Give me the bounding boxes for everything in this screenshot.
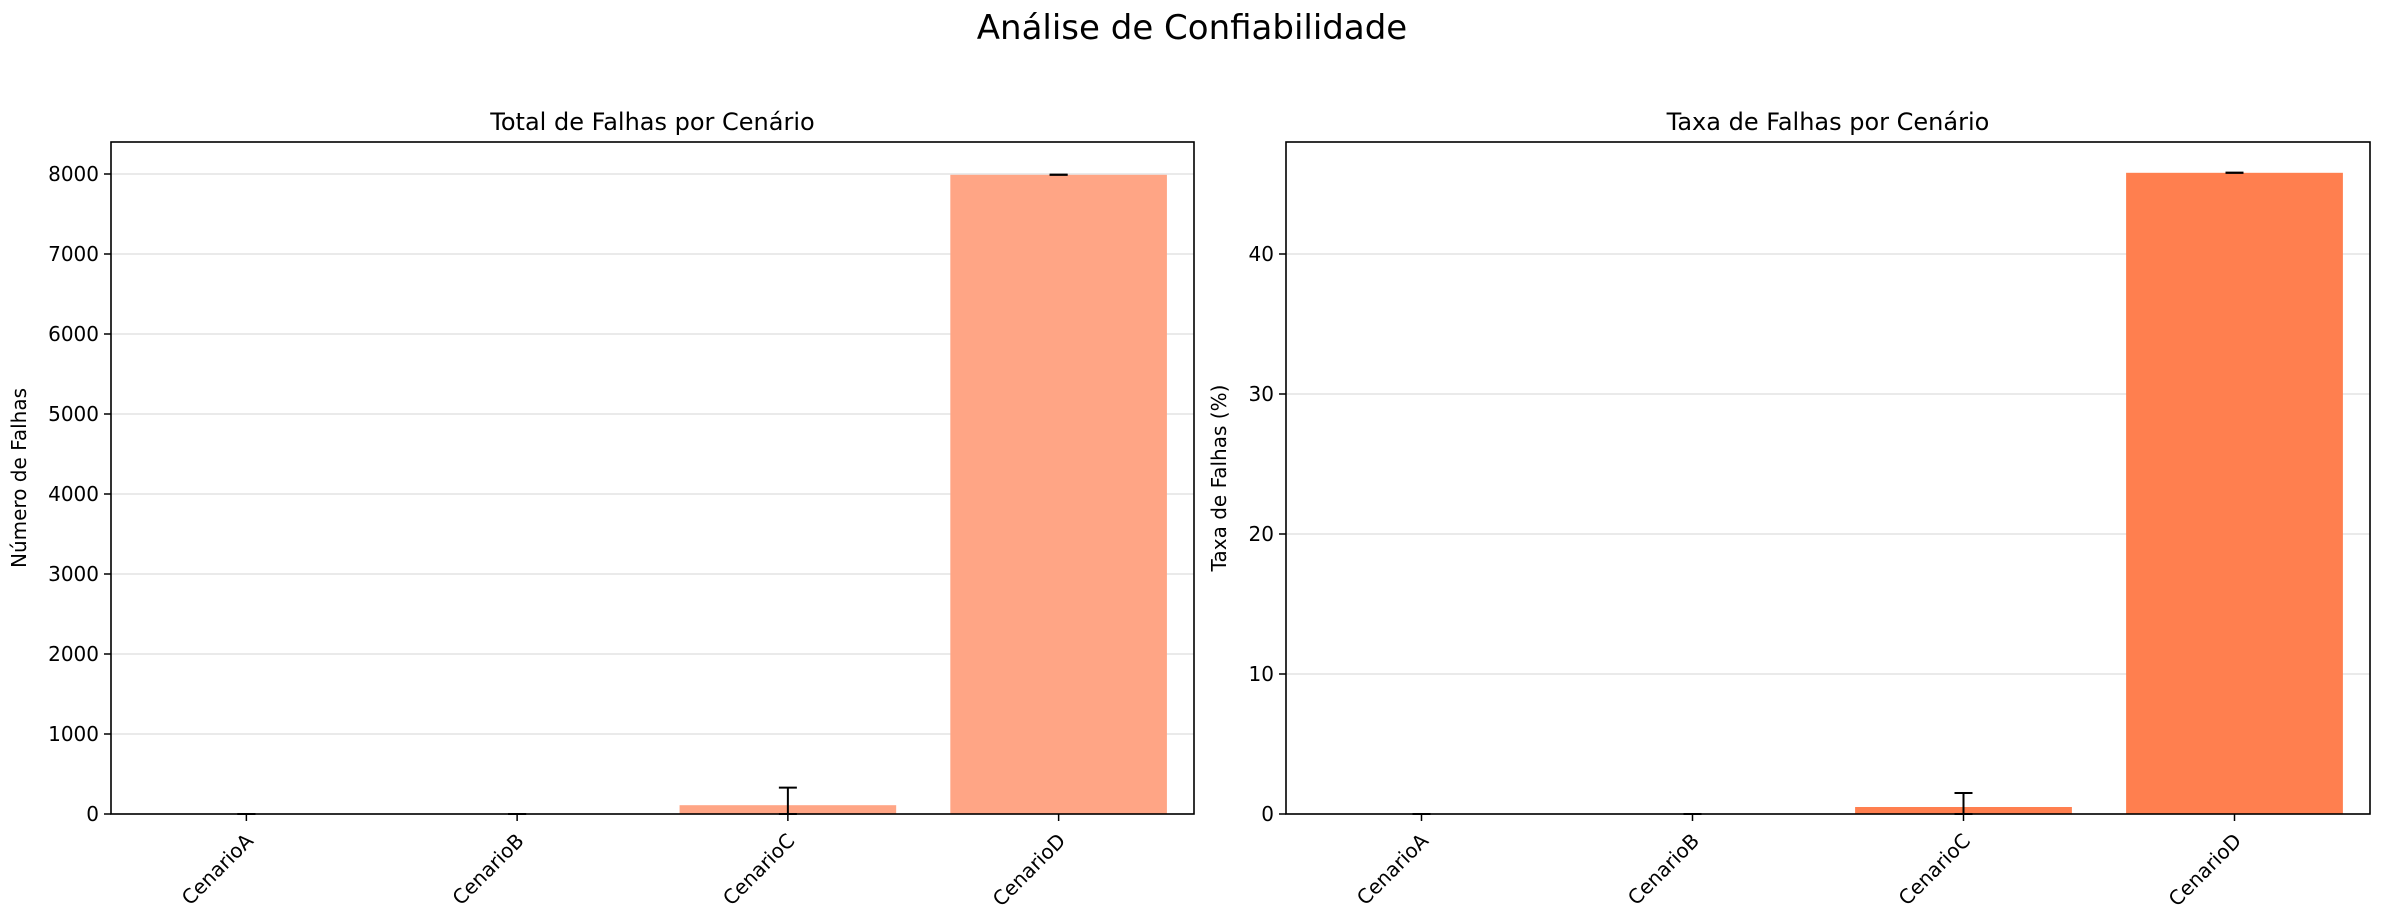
x-tick-label-cenarioc: CenarioC — [718, 829, 799, 910]
y-tick-label: 1000 — [48, 722, 99, 746]
y-tick-label: 40 — [1249, 242, 1274, 266]
y-tick-label: 0 — [86, 802, 99, 826]
chart-panel-1: 0 1000 2000 3000 4000 5000 6000 7000 8000 Cenario… — [7, 108, 1195, 911]
chart-title: Taxa de Falhas por Cenário — [1666, 108, 1990, 136]
y-tick-label: 30 — [1249, 382, 1274, 406]
x-tick-label-cenarioc: CenarioC — [1894, 829, 1975, 910]
y-tick-label: 8000 — [48, 162, 99, 186]
y-axis-label: Taxa de Falhas (%) — [1207, 385, 1231, 573]
x-tick-label-cenariob: CenarioB — [1623, 829, 1704, 910]
y-tick-label: 5000 — [48, 402, 99, 426]
chart-panel-2: 0 10 20 30 40 CenarioA CenarioB CenarioC Cenario… — [1207, 108, 2371, 911]
y-tick-label: 4000 — [48, 482, 99, 506]
y-tick-label: 3000 — [48, 562, 99, 586]
y-tick-label: 2000 — [48, 642, 99, 666]
x-tick-label-cenarioa: CenarioA — [177, 828, 258, 909]
chart-title: Total de Falhas por Cenário — [489, 108, 814, 136]
y-tick-label: 10 — [1249, 662, 1274, 686]
y-tick-label: 7000 — [48, 242, 99, 266]
axes-frame — [1285, 141, 2371, 815]
y-tick-label: 6000 — [48, 322, 99, 346]
x-tick-label-cenarioa: CenarioA — [1352, 828, 1433, 909]
y-tick-label: 0 — [1261, 802, 1274, 826]
x-tick-label-cenariod: CenarioD — [988, 829, 1070, 911]
x-tick-label-cenariod: CenarioD — [2164, 829, 2246, 911]
axes-frame — [110, 141, 1195, 815]
bar-cenariod — [2126, 172, 2343, 815]
figure-title: Análise de Confiabilidade — [976, 8, 1408, 48]
bar-cenariod — [950, 174, 1167, 815]
y-axis-label: Número de Falhas — [7, 388, 31, 568]
y-tick-label: 20 — [1249, 522, 1274, 546]
x-tick-label-cenariob: CenarioB — [447, 829, 528, 910]
